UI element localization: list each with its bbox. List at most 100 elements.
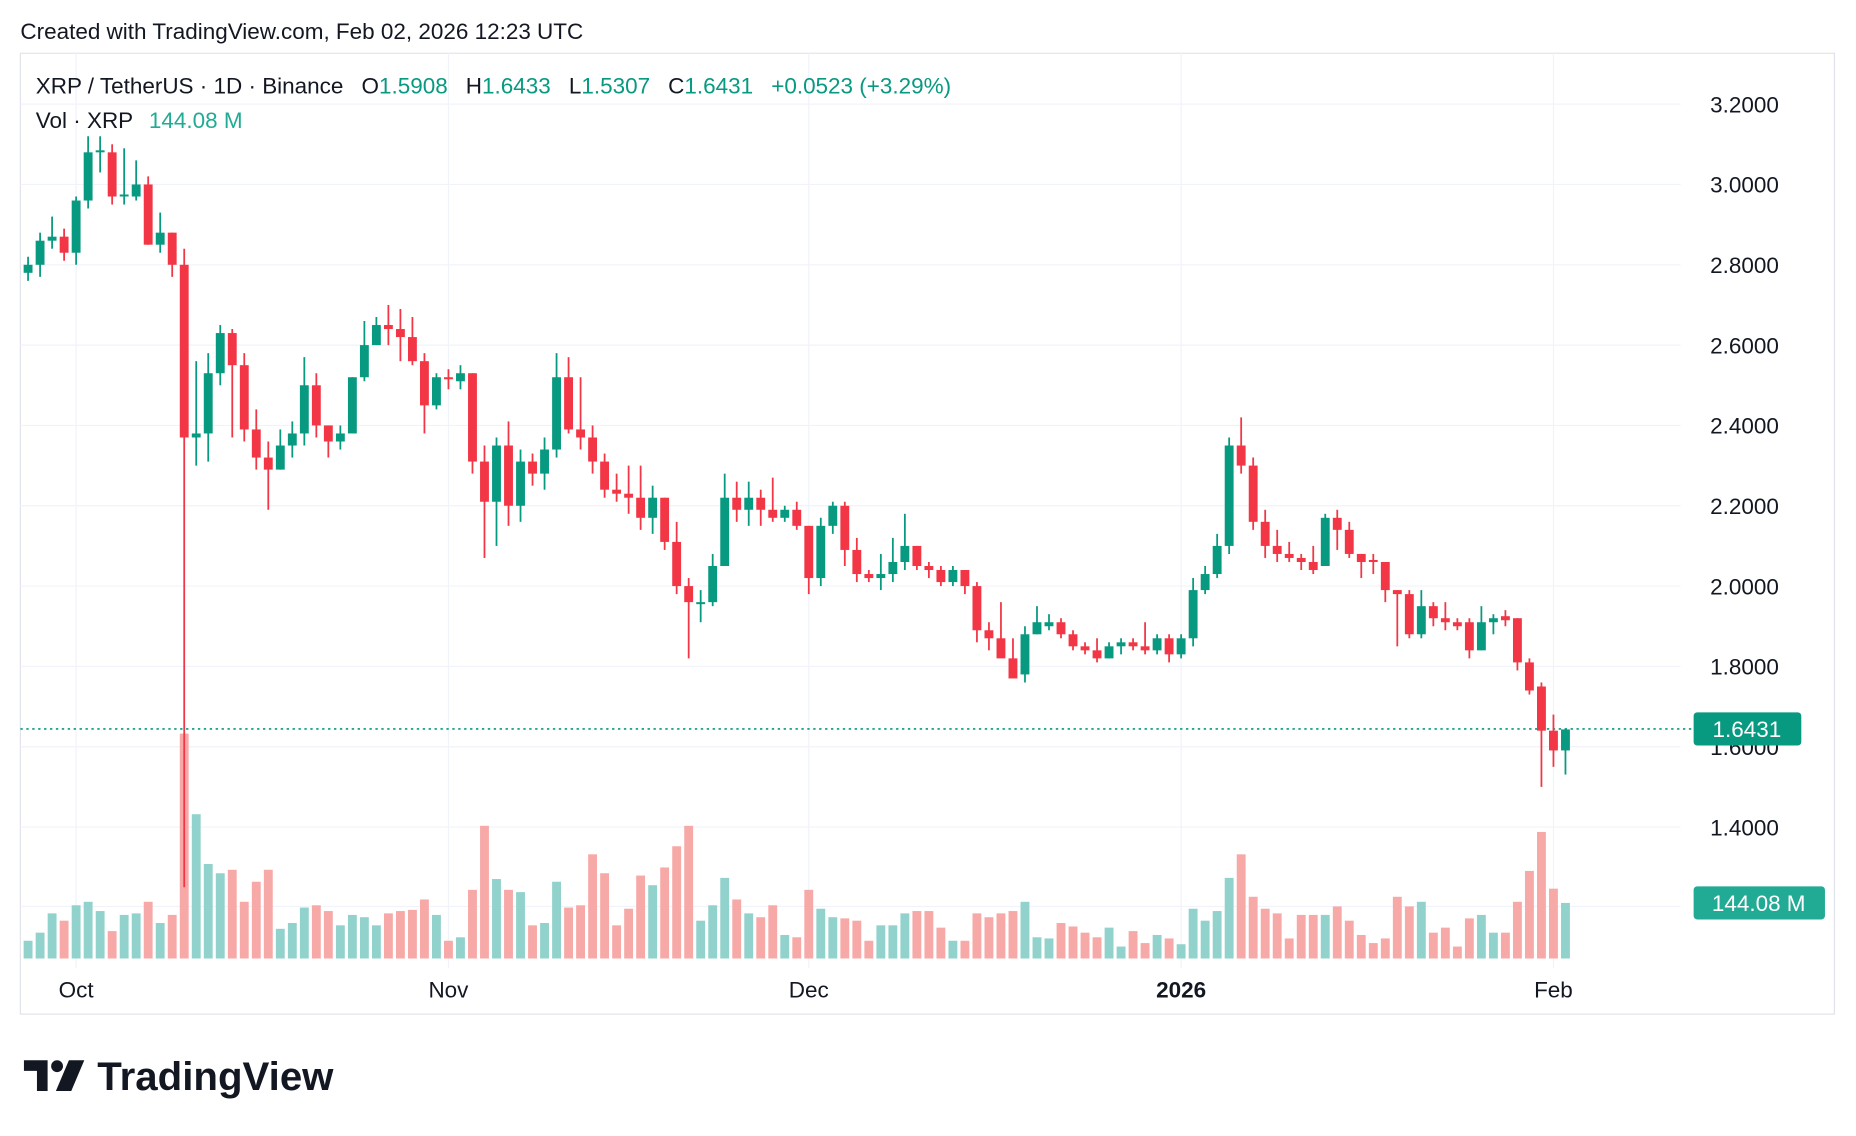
last-volume-value: 144.08 M bbox=[1712, 891, 1806, 916]
candle-down bbox=[419, 353, 429, 434]
candle-down bbox=[1404, 590, 1414, 639]
candle-down bbox=[311, 373, 321, 438]
candle-up bbox=[696, 590, 706, 623]
candle-body bbox=[1092, 650, 1102, 659]
candle-body bbox=[1236, 445, 1246, 466]
volume-bar bbox=[1080, 932, 1090, 959]
created-with-caption: Created with TradingView.com, Feb 02, 20… bbox=[20, 19, 583, 44]
volume-bar bbox=[1212, 911, 1222, 959]
candle-body bbox=[1308, 561, 1318, 571]
candle-body bbox=[744, 497, 754, 510]
candle-down bbox=[480, 445, 489, 558]
candle-up bbox=[876, 553, 886, 591]
candle-body bbox=[612, 489, 622, 494]
candle-body bbox=[1452, 622, 1462, 627]
candle-down bbox=[1308, 545, 1318, 575]
candle-body bbox=[948, 570, 958, 583]
legend-volume-label[interactable]: Vol · XRP bbox=[36, 108, 133, 133]
candle-up bbox=[275, 429, 285, 470]
candle-body bbox=[1032, 622, 1042, 635]
candle-body bbox=[828, 505, 838, 526]
candle-down bbox=[912, 545, 922, 571]
volume-bar bbox=[660, 867, 670, 959]
price-axis[interactable]: 3.2000 3.0000 2.8000 2.6000 2.4000 2.2000 2.00… bbox=[1710, 92, 1779, 840]
volume-bar bbox=[912, 911, 922, 959]
candle-body bbox=[480, 461, 489, 502]
last-price-value: 1.6431 bbox=[1712, 717, 1781, 742]
candle-body bbox=[972, 586, 982, 631]
legend-change: +0.0523 (+3.29%) bbox=[771, 73, 951, 98]
tradingview-wordmark: TradingView bbox=[97, 1054, 334, 1099]
volume-bar bbox=[59, 920, 69, 959]
volume-bar bbox=[456, 937, 465, 959]
candle-body bbox=[1332, 517, 1342, 530]
candle-down bbox=[984, 622, 994, 651]
candle-body bbox=[684, 586, 694, 603]
candle-down bbox=[576, 377, 586, 450]
volume-bar bbox=[1020, 901, 1030, 959]
candle-body bbox=[1104, 646, 1114, 659]
volume-bar bbox=[888, 925, 898, 959]
price-tick-label: 2.2000 bbox=[1710, 494, 1779, 519]
volume-bar bbox=[444, 940, 453, 959]
candle-body bbox=[876, 574, 886, 579]
candle-body bbox=[516, 461, 525, 506]
candle-body bbox=[1368, 559, 1378, 562]
candle-down bbox=[924, 561, 934, 579]
candle-body bbox=[383, 325, 393, 330]
candle-body bbox=[504, 445, 513, 506]
candle-down bbox=[804, 525, 814, 595]
candle-up bbox=[552, 353, 561, 458]
volume-bar bbox=[720, 877, 730, 959]
legend-symbol[interactable]: XRP / TetherUS · 1D · Binance bbox=[36, 73, 344, 98]
candle-body bbox=[1200, 574, 1210, 591]
candle-body bbox=[564, 377, 573, 430]
candle-down bbox=[504, 421, 513, 526]
candle-down bbox=[1272, 529, 1282, 562]
candle-down bbox=[1260, 509, 1270, 558]
volume-bar bbox=[636, 875, 646, 959]
candle-body bbox=[1068, 634, 1078, 647]
volume-bar bbox=[167, 914, 177, 959]
candle-body bbox=[888, 561, 898, 575]
candle-body bbox=[768, 509, 778, 518]
candle-up bbox=[359, 321, 369, 382]
candle-body bbox=[720, 497, 730, 567]
candle-body bbox=[816, 525, 826, 579]
volume-bar bbox=[648, 885, 658, 959]
candle-up bbox=[23, 256, 33, 281]
volume-bar bbox=[191, 814, 201, 959]
volume-bar bbox=[359, 917, 369, 959]
volume-bar bbox=[47, 913, 57, 959]
candle-down bbox=[660, 497, 670, 550]
candle-down bbox=[1164, 634, 1174, 663]
volume-bar bbox=[432, 914, 441, 959]
candle-down bbox=[1428, 602, 1438, 627]
volume-bar bbox=[1056, 923, 1066, 959]
candle-body bbox=[95, 150, 105, 153]
candle-up bbox=[347, 377, 357, 434]
volume-bar bbox=[1140, 943, 1150, 959]
candle-body bbox=[1392, 590, 1402, 595]
volume-bar bbox=[335, 925, 345, 959]
volume-bar bbox=[816, 908, 826, 959]
candle-up bbox=[71, 196, 81, 265]
candle-up bbox=[287, 421, 297, 458]
tradingview-logo[interactable]: TradingView bbox=[23, 1054, 334, 1099]
candle-body bbox=[708, 566, 718, 603]
candle-down bbox=[672, 521, 682, 595]
time-axis[interactable]: Oct Nov Dec 2026 Feb bbox=[59, 978, 1573, 1003]
volume-bar bbox=[71, 905, 81, 959]
candle-body bbox=[912, 545, 922, 567]
candle-down bbox=[1140, 622, 1150, 655]
candle-body bbox=[1464, 622, 1474, 651]
candle-down bbox=[263, 441, 273, 510]
candle-down bbox=[1380, 561, 1390, 603]
candle-body bbox=[852, 549, 862, 575]
candle-down bbox=[383, 304, 393, 346]
volume-bar bbox=[504, 889, 513, 959]
volume-bar bbox=[1500, 932, 1510, 959]
candle-body bbox=[1080, 646, 1090, 651]
candle-up bbox=[648, 485, 658, 534]
